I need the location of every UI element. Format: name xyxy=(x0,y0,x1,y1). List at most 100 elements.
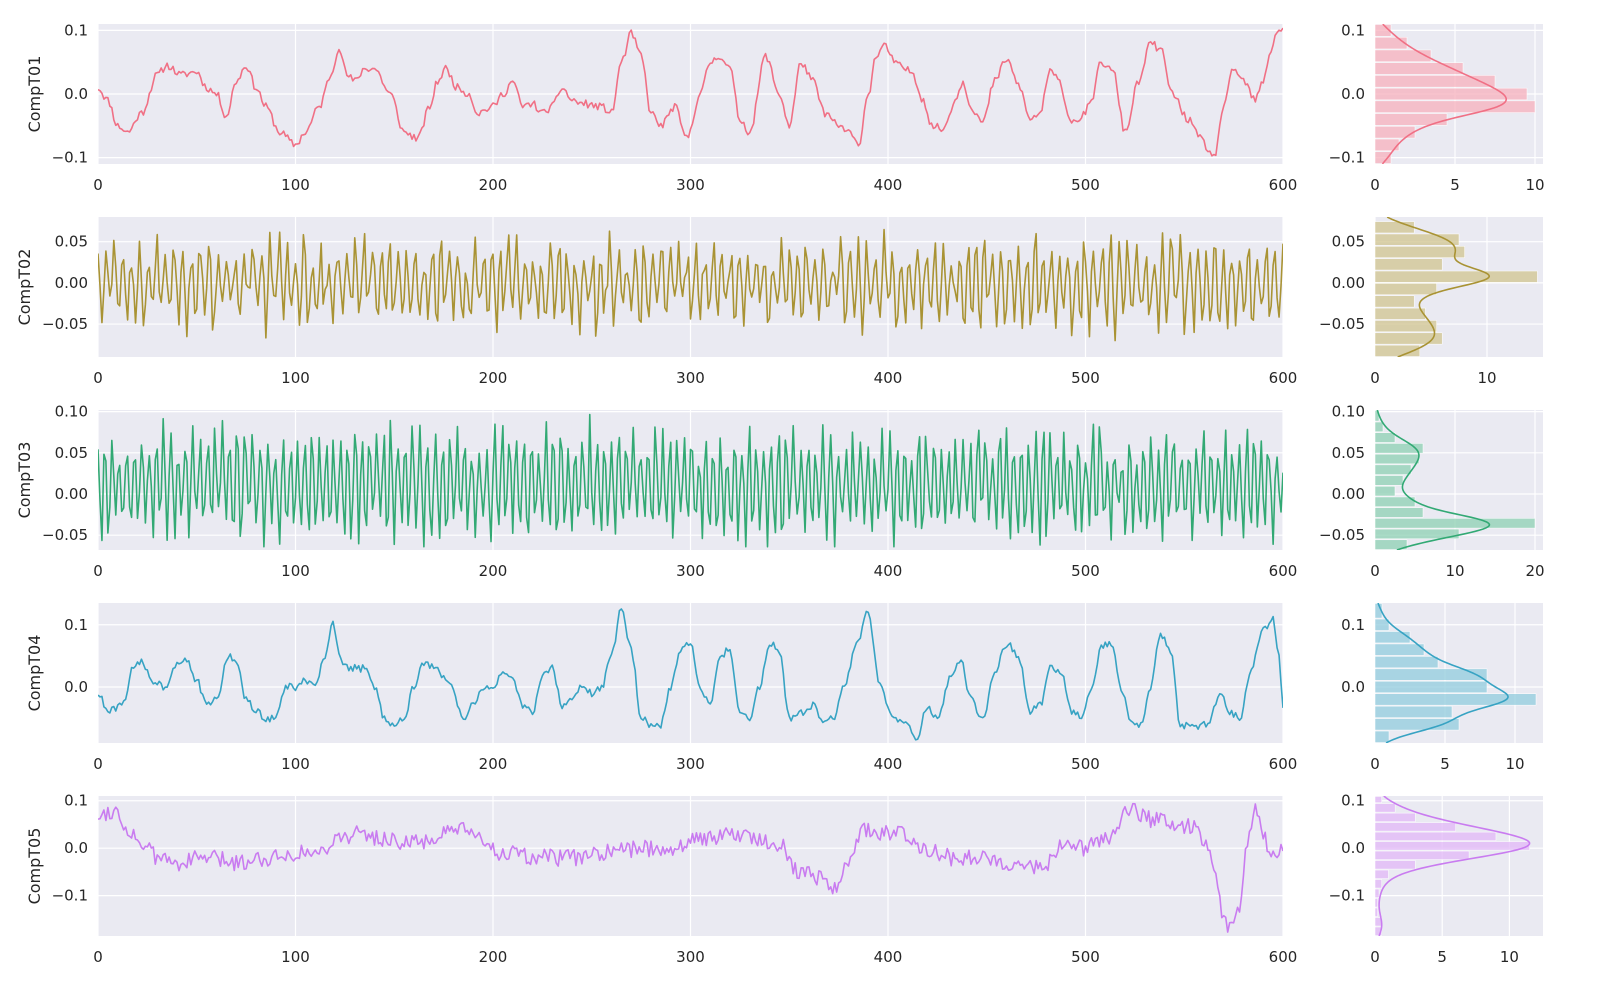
x-tick-label: 0 xyxy=(93,948,103,966)
hist-y-tick-label: −0.1 xyxy=(1329,887,1365,905)
hist-bar xyxy=(1374,87,1528,101)
x-tick-label: 600 xyxy=(1269,948,1298,966)
x-tick-label: 500 xyxy=(1071,369,1100,387)
kde-curve xyxy=(1376,410,1491,550)
hist-bar xyxy=(1374,246,1465,258)
x-tick-label: 600 xyxy=(1269,755,1298,773)
hist-bar xyxy=(1374,496,1416,507)
y-tick-label: 0.0 xyxy=(64,85,88,103)
hist-bar xyxy=(1374,320,1437,333)
hist-bar xyxy=(1374,888,1380,898)
y-tick-label: 0.1 xyxy=(64,616,88,634)
hist-bar xyxy=(1374,693,1537,706)
hist-y-tick-label: 0.00 xyxy=(1332,485,1365,503)
hist-x-tick-label: 5 xyxy=(1450,176,1460,194)
series-line xyxy=(98,802,1283,933)
x-tick-label: 300 xyxy=(676,948,705,966)
y-tick-label: 0.10 xyxy=(55,403,88,421)
series-line xyxy=(98,228,1283,342)
series-line xyxy=(98,413,1283,548)
hist-bar xyxy=(1374,898,1378,908)
hist-bar xyxy=(1374,796,1382,803)
hist-x-tick-label: 0 xyxy=(1370,369,1380,387)
hist-y-tick-label: 0.1 xyxy=(1341,616,1365,634)
hist-bar xyxy=(1374,656,1439,669)
hist-x-tick-label: 10 xyxy=(1445,562,1464,580)
hist-bar xyxy=(1374,822,1456,832)
kde-curve xyxy=(1381,24,1508,164)
x-tick-label: 0 xyxy=(93,562,103,580)
hist-y-tick-label: 0.10 xyxy=(1332,403,1365,421)
y-tick-label: 0.1 xyxy=(64,792,88,810)
hist-bar xyxy=(1374,831,1497,841)
x-tick-label: 500 xyxy=(1071,176,1100,194)
x-tick-label: 300 xyxy=(676,755,705,773)
hist-bar xyxy=(1374,907,1378,917)
hist-x-tick-label: 0 xyxy=(1370,562,1380,580)
x-tick-label: 100 xyxy=(281,369,310,387)
hist-x-tick-label: 5 xyxy=(1437,948,1447,966)
y-tick-label: −0.05 xyxy=(42,526,88,544)
y-axis-label: CompT01 xyxy=(25,56,44,133)
hist-bar xyxy=(1374,812,1416,822)
x-tick-label: 400 xyxy=(874,755,903,773)
kde-curve xyxy=(1377,603,1509,743)
hist-bar xyxy=(1374,528,1460,540)
x-tick-label: 300 xyxy=(676,369,705,387)
hist-bar xyxy=(1374,926,1382,936)
x-tick-label: 0 xyxy=(93,176,103,194)
kde-curve xyxy=(1386,217,1491,357)
x-tick-label: 400 xyxy=(874,948,903,966)
hist-bar xyxy=(1374,475,1404,486)
y-tick-label: 0.0 xyxy=(64,678,88,696)
y-axis-label: CompT05 xyxy=(25,828,44,905)
hist-bar xyxy=(1374,332,1443,345)
hist-bar xyxy=(1374,36,1408,50)
hist-bar xyxy=(1374,803,1396,813)
hist-bar xyxy=(1374,869,1389,879)
x-tick-label: 500 xyxy=(1071,948,1100,966)
x-tick-label: 600 xyxy=(1269,369,1298,387)
x-tick-label: 100 xyxy=(281,948,310,966)
hist-bar xyxy=(1374,221,1415,234)
hist-y-tick-label: 0.1 xyxy=(1341,792,1365,810)
x-tick-label: 500 xyxy=(1071,755,1100,773)
y-tick-label: 0.1 xyxy=(64,21,88,39)
x-tick-label: 400 xyxy=(874,176,903,194)
hist-y-tick-label: 0.05 xyxy=(1332,444,1365,462)
hist-bar xyxy=(1374,453,1420,465)
hist-bar xyxy=(1374,100,1536,113)
hist-bar xyxy=(1374,270,1538,283)
hist-bar xyxy=(1374,507,1424,518)
hist-bar xyxy=(1374,344,1421,357)
panel-CompT02: 0 100 200 300 400 500 600−0.050.000.05CompT020… xyxy=(15,217,1543,387)
hist-bar xyxy=(1374,421,1384,432)
hist-bar xyxy=(1374,307,1426,320)
hist-bar xyxy=(1374,879,1382,889)
panel-CompT05: 0 100 200 300 400 500 600 −0.1 0.0 0.1 CompT05 0 5 10… xyxy=(25,792,1543,966)
x-tick-label: 0 xyxy=(93,755,103,773)
series-line xyxy=(98,608,1283,741)
x-tick-label: 200 xyxy=(479,755,508,773)
x-tick-label: 200 xyxy=(479,562,508,580)
panel-CompT03: 0 100 200 300 400 500 600−0.050.000.050.10Comp… xyxy=(15,403,1545,580)
hist-bar xyxy=(1374,718,1460,731)
x-tick-label: 100 xyxy=(281,755,310,773)
hist-bar xyxy=(1374,643,1425,656)
hist-bar xyxy=(1374,62,1464,75)
y-tick-label: −0.05 xyxy=(42,315,88,333)
x-tick-label: 300 xyxy=(676,562,705,580)
hist-bar xyxy=(1374,233,1460,246)
y-tick-label: 0.00 xyxy=(55,485,88,503)
series-line xyxy=(98,27,1283,157)
hist-x-tick-label: 10 xyxy=(1505,755,1524,773)
hist-bar xyxy=(1374,283,1437,295)
x-tick-label: 200 xyxy=(479,369,508,387)
kde-curve xyxy=(1378,796,1531,936)
hist-bar xyxy=(1374,486,1396,497)
y-tick-label: −0.1 xyxy=(52,887,88,905)
y-axis-label: CompT03 xyxy=(15,442,34,519)
hist-y-tick-label: 0.1 xyxy=(1341,21,1365,39)
panel-CompT01: 0 100 200 300 400 500 600 −0.1 0.0 0.1 CompT01 0 5 10… xyxy=(25,21,1545,194)
x-tick-label: 400 xyxy=(874,369,903,387)
